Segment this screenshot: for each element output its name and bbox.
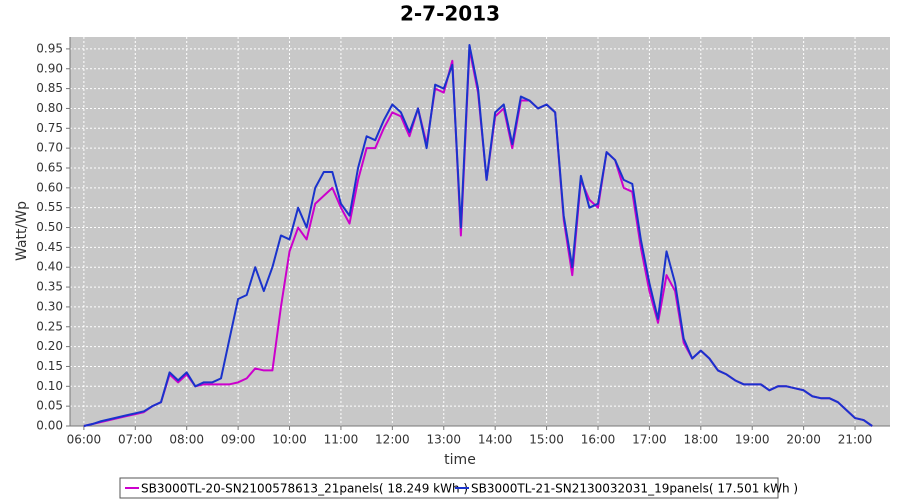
y-tick-label: 0.70 xyxy=(36,141,63,155)
y-tick-label: 0.00 xyxy=(36,419,63,433)
x-tick-label: 14:00 xyxy=(478,433,513,447)
y-tick-label: 0.20 xyxy=(36,339,63,353)
legend-box xyxy=(119,477,779,499)
y-tick-label: 0.45 xyxy=(36,240,63,254)
x-tick-label: 12:00 xyxy=(375,433,410,447)
x-tick-label: 17:00 xyxy=(632,433,667,447)
x-tick-label: 07:00 xyxy=(118,433,153,447)
y-tick-label: 0.10 xyxy=(36,379,63,393)
y-tick-label: 0.50 xyxy=(36,220,63,234)
y-tick-label: 0.15 xyxy=(36,359,63,373)
y-tick-label: 0.30 xyxy=(36,299,63,313)
y-tick-label: 0.90 xyxy=(36,61,63,75)
y-tick-label: 0.60 xyxy=(36,180,63,194)
data-line xyxy=(83,43,873,427)
x-tick-label: 08:00 xyxy=(169,433,204,447)
x-tick-label: 21:00 xyxy=(838,433,873,447)
y-tick-label: 0.75 xyxy=(36,121,63,135)
y-tick-label: 0.25 xyxy=(36,319,63,333)
y-tick-label: 0.40 xyxy=(36,260,63,274)
y-tick-label: 0.35 xyxy=(36,280,63,294)
chart-title: 2-7-2013 xyxy=(400,2,500,26)
y-tick-label: 0.05 xyxy=(36,399,63,413)
x-tick-label: 20:00 xyxy=(786,433,821,447)
legend-label: SB3000TL-21-SN2130032031_19panels( 17.50… xyxy=(471,482,798,496)
x-tick-label: 15:00 xyxy=(529,433,564,447)
legend-label: SB3000TL-20-SN2100578613_21panels( 18.24… xyxy=(141,482,468,496)
x-tick-label: 06:00 xyxy=(67,433,102,447)
x-tick-label: 09:00 xyxy=(221,433,256,447)
y-tick-label: 0.80 xyxy=(36,101,63,115)
y-tick-label: 0.55 xyxy=(36,200,63,214)
y-axis-label: Watt/Wp xyxy=(14,201,30,261)
plot-area xyxy=(70,37,890,426)
x-tick-label: 10:00 xyxy=(272,433,307,447)
x-tick-label: 19:00 xyxy=(735,433,770,447)
x-tick-label: 11:00 xyxy=(324,433,359,447)
y-tick-label: 0.95 xyxy=(36,41,63,55)
x-tick-label: 13:00 xyxy=(426,433,461,447)
y-tick-label: 0.85 xyxy=(36,81,63,95)
x-tick-label: 16:00 xyxy=(581,433,616,447)
x-tick-label: 18:00 xyxy=(684,433,719,447)
y-tick-label: 0.65 xyxy=(36,160,63,174)
x-axis-label: time xyxy=(444,452,476,468)
